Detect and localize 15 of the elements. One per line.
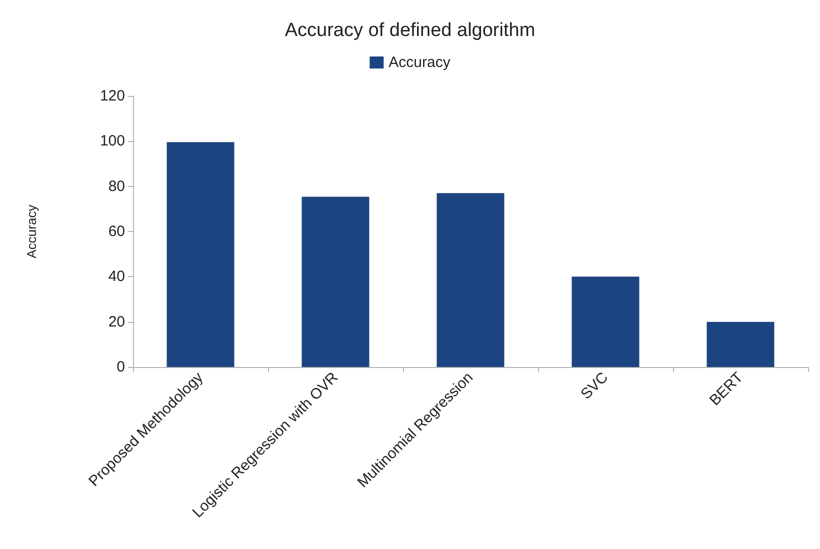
- y-tick-label: 60: [108, 223, 125, 240]
- y-tick-label: 20: [108, 313, 125, 330]
- bar: [436, 193, 504, 367]
- y-tick-label: 120: [100, 88, 125, 104]
- bar: [302, 196, 370, 367]
- bar: [572, 276, 640, 367]
- y-tick-label: 100: [100, 132, 125, 150]
- y-axis-title: Accuracy: [24, 204, 39, 258]
- y-tick-label: 0: [116, 358, 125, 376]
- bar: [166, 142, 234, 367]
- chart-title: Accuracy of defined algorithm: [284, 20, 536, 41]
- y-tick-label: 40: [108, 268, 125, 286]
- y-tick-label: 80: [108, 178, 125, 195]
- bar: [706, 322, 774, 367]
- legend-label: Accuracy: [388, 54, 451, 71]
